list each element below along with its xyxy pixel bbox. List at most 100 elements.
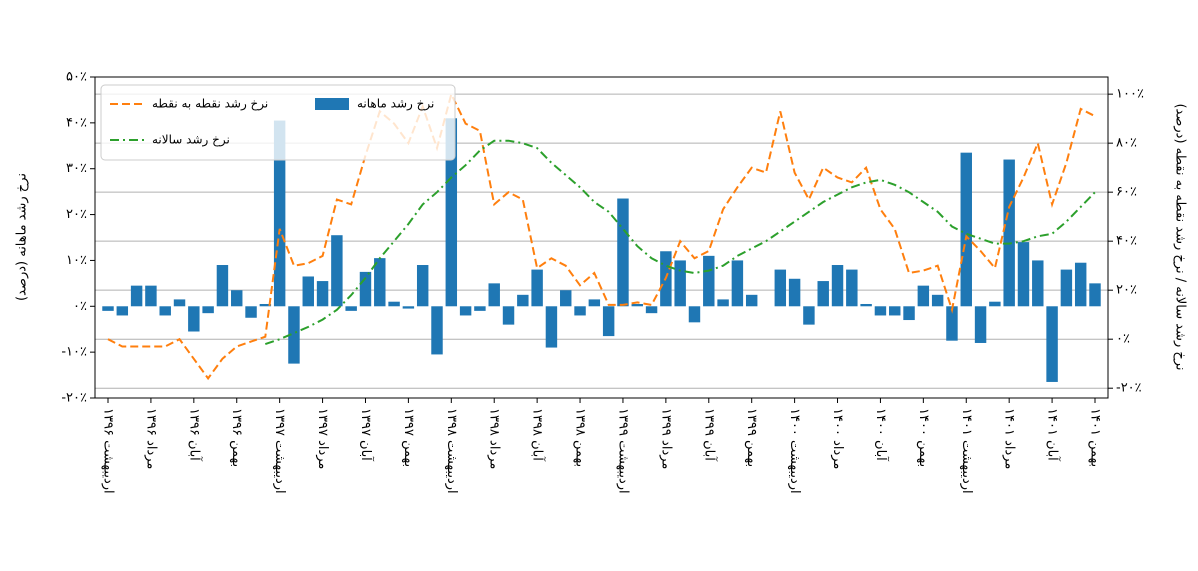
x-tick-label: آبان ۱۳۹۹ bbox=[701, 408, 718, 462]
bar bbox=[402, 306, 415, 309]
bar bbox=[545, 306, 558, 348]
bar bbox=[216, 265, 229, 307]
x-tick-label: آبان ۱۴۰۰ bbox=[873, 408, 890, 462]
bar bbox=[846, 269, 858, 307]
bar bbox=[374, 258, 386, 307]
bar bbox=[1046, 306, 1058, 382]
bar bbox=[831, 265, 844, 307]
bar bbox=[989, 301, 1001, 307]
bar bbox=[803, 306, 815, 325]
bar bbox=[259, 303, 272, 307]
bar bbox=[688, 306, 701, 323]
bar bbox=[302, 276, 314, 307]
bar bbox=[145, 285, 157, 307]
bar bbox=[502, 306, 515, 325]
bar bbox=[459, 306, 472, 316]
bar bbox=[874, 306, 887, 316]
y-tick-label: -۲۰٪ bbox=[61, 391, 87, 406]
y-tick-label: -۱۰٪ bbox=[61, 345, 87, 360]
bar bbox=[903, 306, 915, 321]
x-tick-label: مرداد ۱۳۹۶ bbox=[143, 408, 158, 469]
bar bbox=[1089, 283, 1101, 307]
y-tick-label: ۱۰٪ bbox=[66, 253, 87, 268]
x-tick-label: بهمن ۱۳۹۷ bbox=[401, 408, 416, 467]
x-tick-label: بهمن ۱۳۹۸ bbox=[573, 408, 588, 467]
bar bbox=[1032, 260, 1044, 307]
bar bbox=[889, 306, 901, 316]
bar bbox=[388, 301, 400, 307]
y-tick-label: ۳۰٪ bbox=[66, 161, 87, 176]
x-tick-label: آبان ۱۳۹۶ bbox=[186, 408, 203, 462]
legend-label: نرخ رشد ماهانه bbox=[357, 97, 434, 112]
x-tick-label: آبان ۱۳۹۷ bbox=[358, 408, 375, 462]
bar bbox=[860, 303, 872, 307]
y-tick-label: ۰٪ bbox=[73, 299, 87, 314]
bar bbox=[231, 290, 243, 307]
x-tick-label: اردیبهشت ۱۳۹۸ bbox=[444, 408, 459, 494]
y2-tick-label: ۴۰٪ bbox=[1116, 234, 1137, 249]
bar bbox=[331, 235, 343, 307]
bar bbox=[345, 306, 357, 311]
y-axis-label: نرخ رشد ماهانه (درصد) bbox=[15, 173, 30, 301]
x-tick-label: بهمن ۱۳۹۶ bbox=[229, 408, 244, 467]
bar bbox=[359, 271, 372, 307]
x-tick-label: مرداد ۱۳۹۸ bbox=[487, 408, 502, 469]
bar bbox=[1017, 242, 1030, 307]
bar bbox=[416, 265, 429, 307]
bar bbox=[245, 306, 257, 318]
legend-box bbox=[100, 84, 456, 161]
bar bbox=[931, 294, 944, 307]
y2-tick-label: ۶۰٪ bbox=[1116, 185, 1137, 200]
bar bbox=[817, 281, 829, 307]
y2-tick-label: ۲۰٪ bbox=[1116, 283, 1137, 298]
y2-tick-label: ۱۰۰٪ bbox=[1116, 87, 1144, 102]
legend-swatch bbox=[315, 98, 349, 110]
bar bbox=[674, 260, 686, 307]
bar bbox=[102, 306, 114, 311]
bar bbox=[159, 306, 171, 316]
y2-tick-label: -۲۰٪ bbox=[1116, 381, 1142, 396]
bar bbox=[731, 260, 744, 307]
bar bbox=[288, 306, 300, 364]
bar bbox=[574, 306, 586, 316]
bar bbox=[488, 283, 500, 307]
bar bbox=[788, 278, 801, 307]
bar bbox=[173, 299, 186, 307]
bar bbox=[703, 255, 715, 307]
bar bbox=[560, 290, 572, 307]
bar bbox=[517, 294, 529, 307]
bar bbox=[202, 306, 214, 314]
bar bbox=[602, 306, 615, 337]
x-tick-label: اردیبهشت ۱۴۰۱ bbox=[959, 408, 974, 494]
bar bbox=[1060, 269, 1073, 307]
bar bbox=[1074, 262, 1087, 307]
bar bbox=[130, 285, 143, 307]
x-tick-label: بهمن ۱۴۰۰ bbox=[916, 408, 931, 467]
legend-label: نرخ رشد سالانه bbox=[152, 133, 230, 148]
x-tick-label: اردیبهشت ۱۳۹۹ bbox=[615, 408, 630, 494]
y-tick-label: ۲۰٪ bbox=[66, 207, 87, 222]
bar bbox=[1003, 159, 1015, 307]
legend-label: نرخ رشد نقطه به نقطه bbox=[152, 97, 268, 112]
x-tick-label: اردیبهشت ۱۴۰۰ bbox=[787, 408, 802, 494]
bar bbox=[631, 303, 643, 307]
y2-tick-label: ۸۰٪ bbox=[1116, 136, 1137, 151]
x-tick-label: آبان ۱۴۰۱ bbox=[1045, 408, 1062, 462]
bar bbox=[445, 118, 458, 307]
bar bbox=[474, 306, 486, 311]
bar bbox=[717, 299, 729, 307]
y-tick-label: ۴۰٪ bbox=[66, 115, 87, 130]
bar bbox=[917, 285, 930, 307]
x-tick-label: مرداد ۱۴۰۰ bbox=[830, 408, 845, 469]
x-tick-label: اردیبهشت ۱۳۹۷ bbox=[272, 408, 287, 494]
bar bbox=[531, 269, 543, 307]
x-tick-label: اردیبهشت ۱۳۹۶ bbox=[101, 408, 116, 494]
x-tick-label: مرداد ۱۳۹۹ bbox=[658, 408, 673, 469]
x-tick-label: بهمن ۱۳۹۹ bbox=[744, 408, 759, 467]
y2-tick-label: ۰٪ bbox=[1116, 332, 1130, 347]
bar bbox=[960, 152, 972, 307]
bar bbox=[974, 306, 987, 343]
bar bbox=[188, 306, 200, 332]
line bbox=[264, 139, 1096, 346]
